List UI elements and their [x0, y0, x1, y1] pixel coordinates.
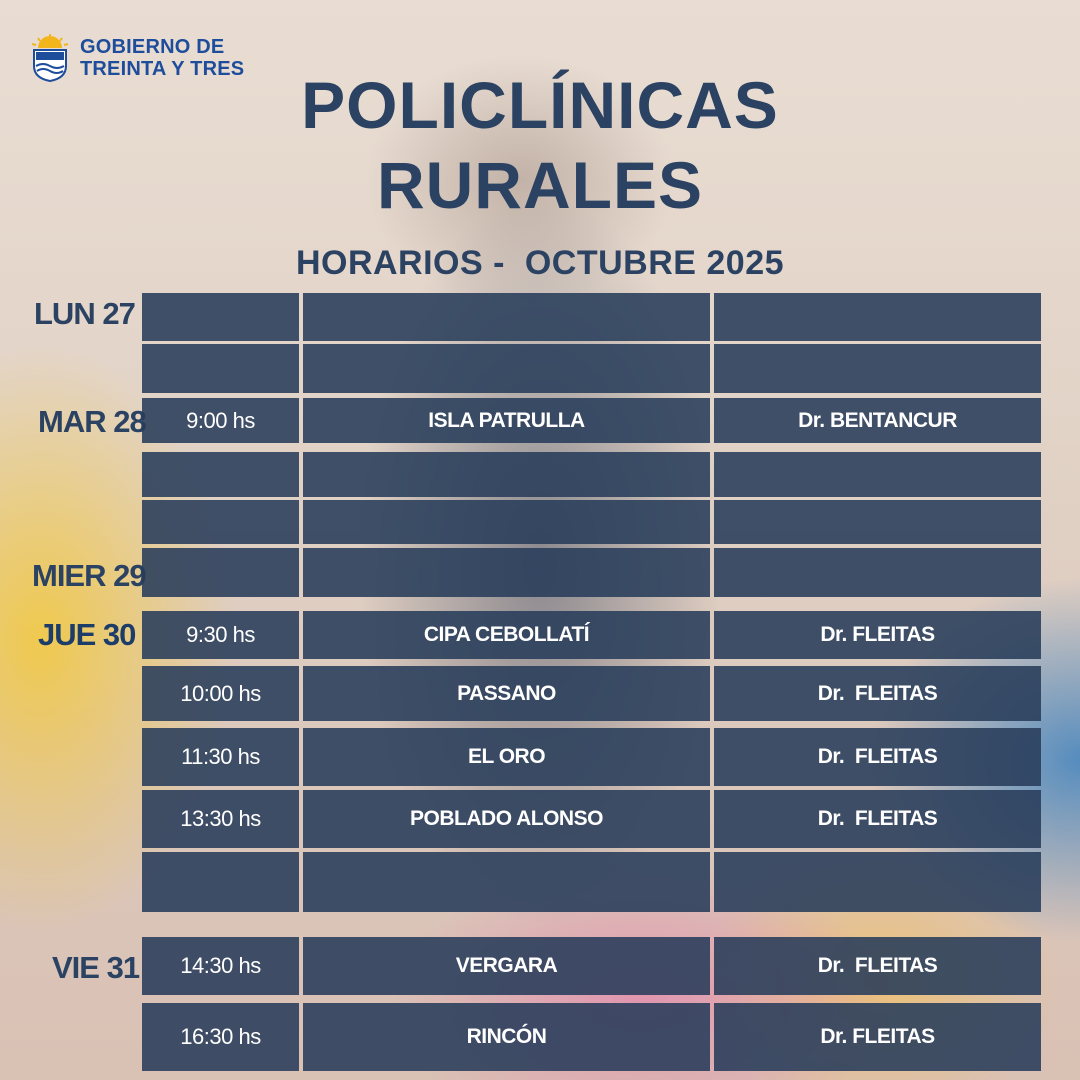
- logo-line-1: GOBIERNO DE: [80, 36, 225, 58]
- doctor-cell: [714, 293, 1041, 341]
- time-cell: 13:30 hs: [142, 790, 299, 848]
- day-label-vie-31: VIE 31: [52, 950, 140, 985]
- doctor-cell: Dr. FLEITAS: [714, 611, 1041, 659]
- doctor-cell: Dr. FLEITAS: [714, 937, 1041, 995]
- place-cell: [303, 548, 710, 597]
- day-label-lun-27: LUN 27: [34, 296, 136, 331]
- day-label-mar-28: MAR 28: [38, 404, 147, 439]
- doctor-cell: [714, 452, 1041, 497]
- place-cell: RINCÓN: [303, 1003, 710, 1071]
- coat-of-arms-icon: [31, 34, 69, 82]
- logo-line-2: TREINTA Y TRES: [80, 58, 245, 80]
- doctor-cell: [714, 344, 1041, 393]
- time-cell: [142, 548, 299, 597]
- doctor-cell: Dr. FLEITAS: [714, 1003, 1041, 1071]
- logo: GOBIERNO DE TREINTA Y TRES: [30, 34, 244, 82]
- time-cell: 9:30 hs: [142, 611, 299, 659]
- place-cell: PASSANO: [303, 666, 710, 721]
- place-cell: [303, 452, 710, 497]
- page-title-line-2: RURALES: [376, 148, 703, 222]
- place-cell: ISLA PATRULLA: [303, 398, 710, 443]
- time-cell: [142, 500, 299, 544]
- time-cell: 10:00 hs: [142, 666, 299, 721]
- place-cell: POBLADO ALONSO: [303, 790, 710, 848]
- page-title-line-1: POLICLÍNICAS: [301, 68, 779, 142]
- logo-text: GOBIERNO DE TREINTA Y TRES: [80, 36, 244, 80]
- doctor-cell: Dr. FLEITAS: [714, 790, 1041, 848]
- place-cell: [303, 852, 710, 912]
- doctor-cell: [714, 500, 1041, 544]
- time-cell: [142, 452, 299, 497]
- place-cell: [303, 344, 710, 393]
- doctor-cell: Dr. BENTANCUR: [714, 398, 1041, 443]
- time-cell: 16:30 hs: [142, 1003, 299, 1071]
- doctor-cell: Dr. FLEITAS: [714, 728, 1041, 786]
- day-label-mier-29: MIER 29: [32, 558, 147, 593]
- doctor-cell: Dr. FLEITAS: [714, 666, 1041, 721]
- time-cell: 11:30 hs: [142, 728, 299, 786]
- doctor-cell: [714, 852, 1041, 912]
- place-cell: CIPA CEBOLLATÍ: [303, 611, 710, 659]
- place-cell: VERGARA: [303, 937, 710, 995]
- place-cell: [303, 500, 710, 544]
- place-cell: EL ORO: [303, 728, 710, 786]
- time-cell: [142, 344, 299, 393]
- time-cell: 9:00 hs: [142, 398, 299, 443]
- time-cell: 14:30 hs: [142, 937, 299, 995]
- doctor-cell: [714, 548, 1041, 597]
- time-cell: [142, 293, 299, 341]
- day-label-jue-30: JUE 30: [38, 617, 136, 652]
- time-cell: [142, 852, 299, 912]
- page-subtitle: HORARIOS - OCTUBRE 2025: [295, 244, 785, 282]
- place-cell: [303, 293, 710, 341]
